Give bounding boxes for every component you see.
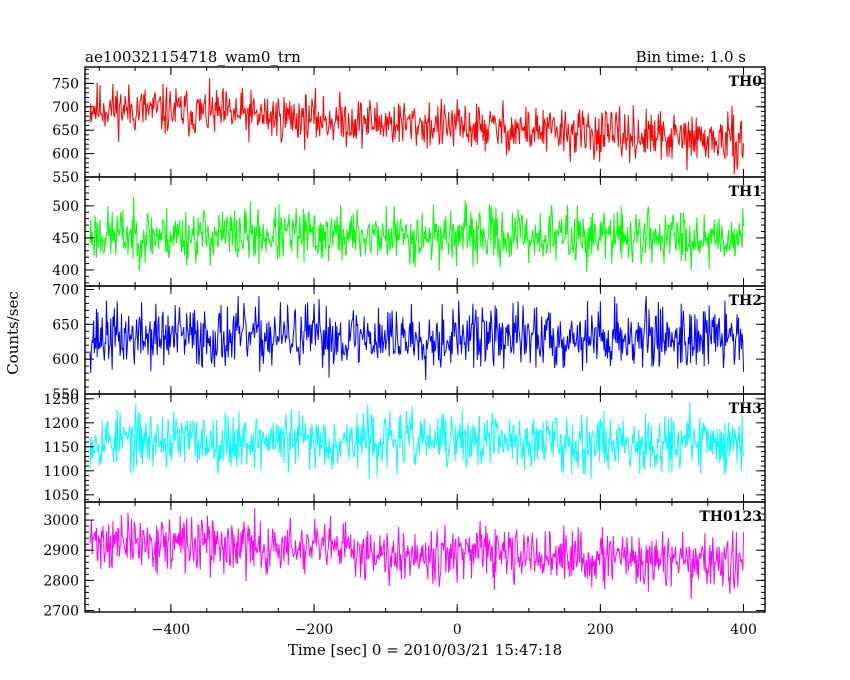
panel-label-th1: TH1 xyxy=(729,184,762,200)
y-tick-label: 2800 xyxy=(43,573,79,589)
x-tick-label: 400 xyxy=(730,622,757,638)
panel-label-th3: TH3 xyxy=(729,401,762,417)
y-tick-label: 600 xyxy=(52,352,79,368)
y-tick-label: 2900 xyxy=(43,543,79,559)
panel-th3: TH3 1050 1100 1150 1200 1250 xyxy=(43,392,766,504)
panel-frame xyxy=(84,501,766,613)
y-tick-label: 650 xyxy=(52,317,79,333)
panels-group: TH0 550 600 650 700 750 TH1 400 450 500 TH2 550 600 6… xyxy=(43,66,766,638)
bin-time-label: Bin time: 1.0 s xyxy=(636,48,746,66)
y-tick-label: 1200 xyxy=(43,416,79,432)
series-line-th0123 xyxy=(89,508,745,599)
y-tick-label: 700 xyxy=(52,282,79,298)
y-tick-label: 2700 xyxy=(43,603,79,619)
y-tick-label: 400 xyxy=(52,263,79,279)
x-tick-label: −400 xyxy=(152,622,190,638)
x-tick-label: −200 xyxy=(295,622,333,638)
y-tick-label: 650 xyxy=(52,123,79,139)
y-tick-label: 550 xyxy=(52,170,79,186)
y-tick-label: 1100 xyxy=(43,464,79,480)
y-tick-label: 700 xyxy=(52,100,79,116)
y-axis-label: Counts/sec xyxy=(4,291,22,375)
panel-th2: TH2 550 600 650 700 xyxy=(52,282,766,403)
panel-th0: TH0 550 600 650 700 750 xyxy=(52,66,766,186)
y-tick-label: 450 xyxy=(52,231,79,247)
y-tick-label: 600 xyxy=(52,147,79,163)
series-line-th2 xyxy=(89,295,745,381)
series-line-th0 xyxy=(89,78,745,175)
panel-th1: TH1 400 450 500 xyxy=(52,176,766,287)
y-tick-label: 500 xyxy=(52,199,79,215)
y-tick-label: 1050 xyxy=(43,488,79,504)
chart-title: ae100321154718_wam0_trn xyxy=(85,48,301,66)
y-tick-label: 750 xyxy=(52,76,79,92)
series-line-th1 xyxy=(89,196,745,273)
panel-label-th0: TH0 xyxy=(729,74,763,90)
y-tick-label: 1250 xyxy=(43,392,79,408)
y-tick-label: 1150 xyxy=(43,440,79,456)
series-line-th3 xyxy=(89,402,745,480)
panel-th0123: TH0123 2700 2800 2900 3000 xyxy=(43,501,766,619)
x-tick-label: 200 xyxy=(587,622,614,638)
y-tick-label: 550 xyxy=(52,387,79,403)
panel-label-th2: TH2 xyxy=(729,293,762,309)
x-axis-label: Time [sec] 0 = 2010/03/21 15:47:18 xyxy=(288,641,562,659)
y-tick-label: 3000 xyxy=(43,513,79,529)
panel-frame xyxy=(84,393,766,503)
x-tick-label: 0 xyxy=(453,622,462,638)
panel-label-th0123: TH0123 xyxy=(699,509,762,525)
